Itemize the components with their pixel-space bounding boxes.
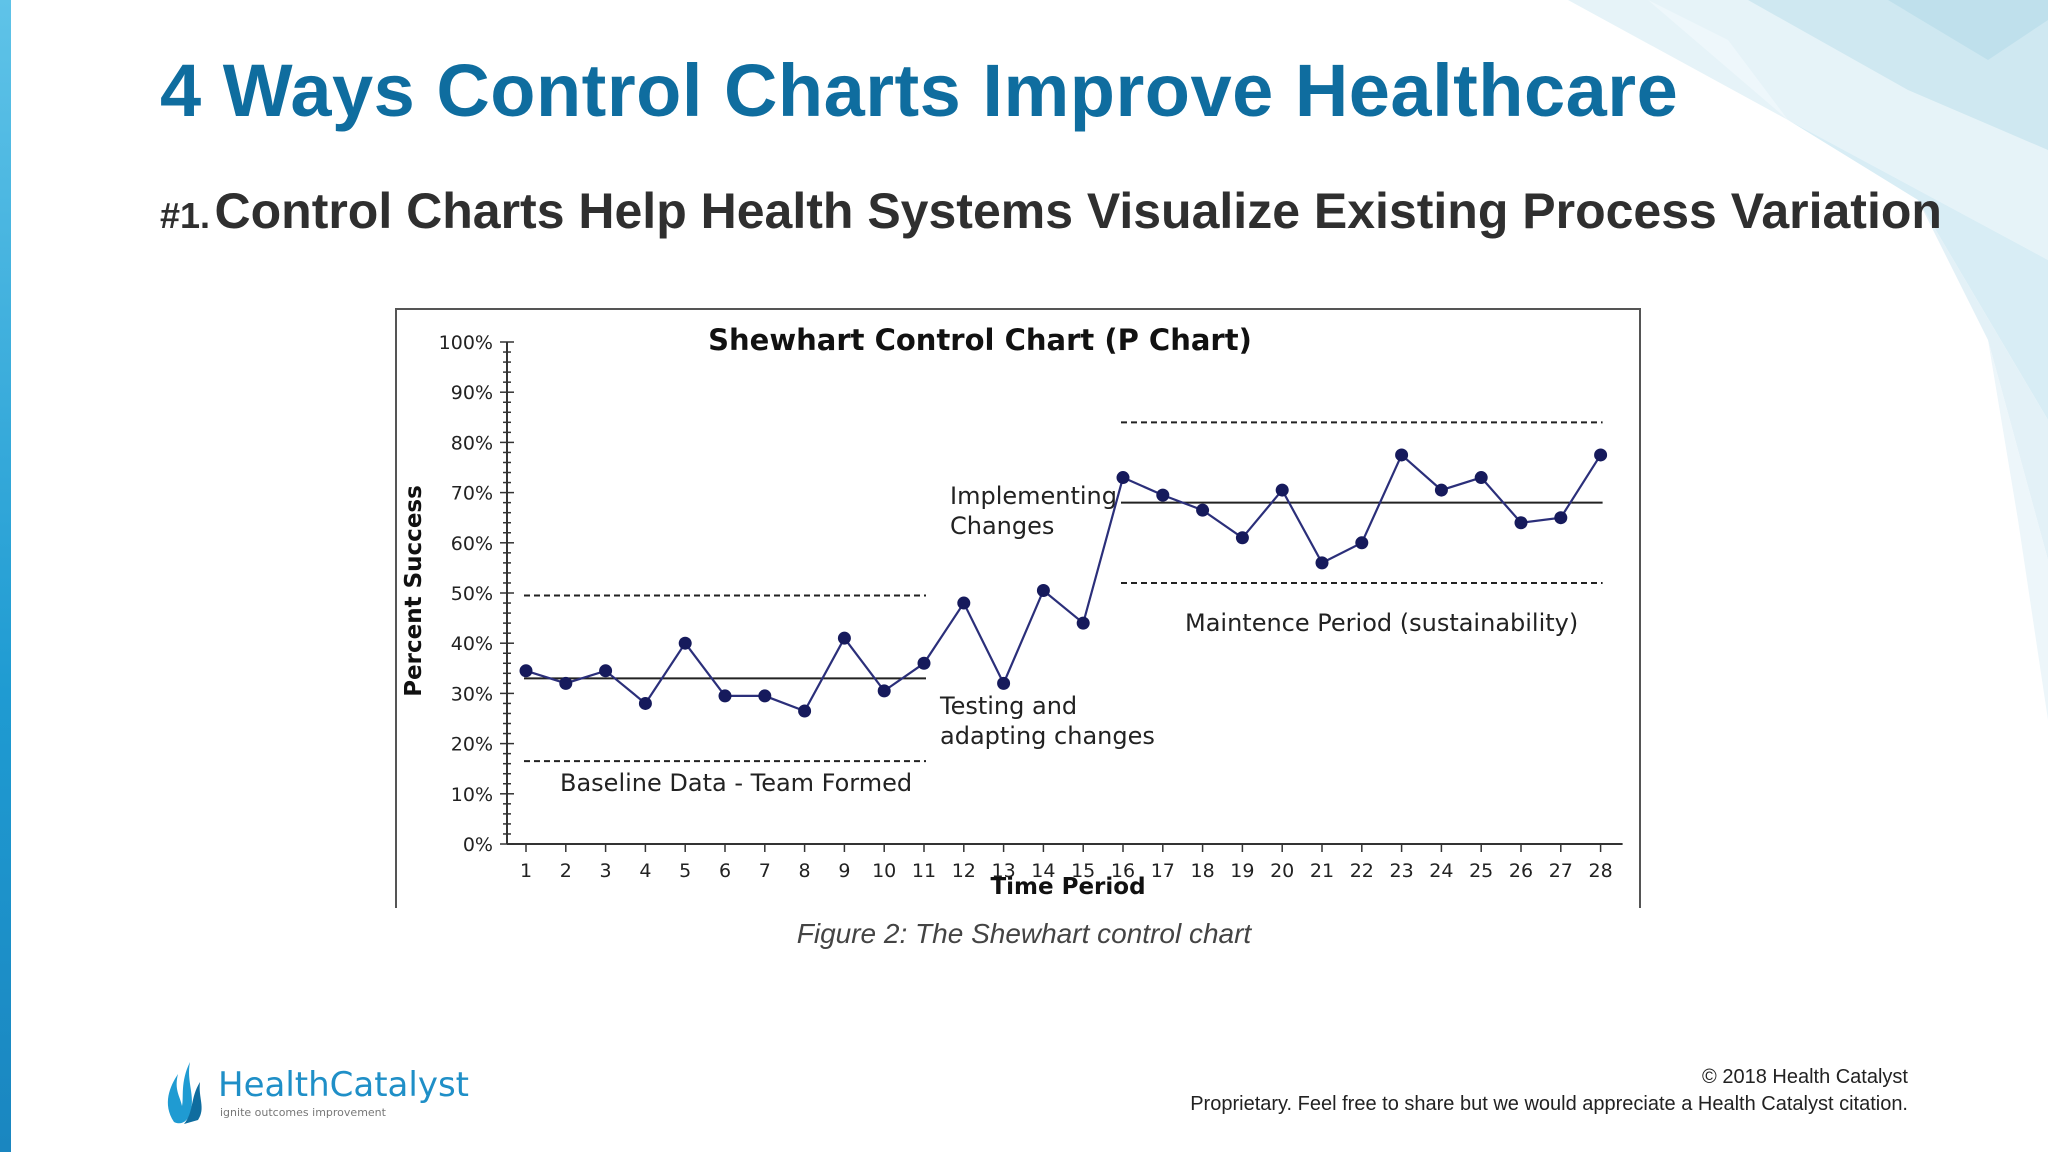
chart-annotation: adapting changes [940, 722, 1155, 750]
data-point [1554, 511, 1568, 525]
y-tick-label: 90% [451, 382, 493, 404]
x-tick-label: 27 [1549, 860, 1573, 882]
chart-frame [395, 308, 1641, 930]
data-point [1235, 531, 1249, 545]
data-point [1116, 471, 1130, 485]
x-tick-label: 4 [639, 860, 651, 882]
logo-tagline: ignite outcomes improvement [220, 1106, 387, 1119]
x-tick-label: 11 [912, 860, 936, 882]
data-point [917, 656, 931, 670]
data-point [997, 676, 1011, 690]
slide-title: 4 Ways Control Charts Improve Healthcare [160, 49, 1679, 132]
x-tick-label: 19 [1230, 860, 1254, 882]
x-tick-label: 18 [1191, 860, 1215, 882]
data-point [678, 636, 692, 650]
y-tick-label: 40% [451, 633, 493, 655]
x-tick-label: 14 [1031, 860, 1055, 882]
data-point [718, 689, 732, 703]
x-tick-label: 7 [759, 860, 771, 882]
logo-wordmark: HealthCatalyst [218, 1065, 469, 1105]
x-tick-label: 23 [1390, 860, 1414, 882]
data-point [1355, 536, 1369, 550]
data-point [1196, 503, 1210, 517]
data-point [758, 689, 772, 703]
data-point [1514, 516, 1528, 530]
x-tick-label: 13 [992, 860, 1016, 882]
health-catalyst-logo: HealthCatalyst ignite outcomes improveme… [167, 1062, 469, 1124]
y-tick-label: 30% [451, 683, 493, 705]
y-tick-label: 50% [451, 583, 493, 605]
y-tick-label: 20% [451, 734, 493, 756]
x-tick-label: 1 [520, 860, 532, 882]
x-tick-label: 10 [872, 860, 896, 882]
chart-annotation: Implementing [950, 482, 1117, 510]
x-tick-label: 15 [1071, 860, 1095, 882]
x-tick-label: 25 [1469, 860, 1493, 882]
data-point [559, 676, 573, 690]
x-tick-label: 26 [1509, 860, 1533, 882]
left-accent-bar [0, 0, 11, 1152]
data-point [1275, 483, 1289, 497]
chart-annotation: Changes [950, 512, 1054, 540]
chart-annotation: Testing and [939, 692, 1077, 720]
proprietary-text: Proprietary. Feel free to share but we w… [1190, 1093, 1908, 1115]
data-point [1036, 583, 1050, 597]
y-tick-label: 80% [451, 432, 493, 454]
y-tick-label: 100% [439, 332, 493, 354]
chart-svg: Shewhart Control Chart (P Chart) Percent… [395, 308, 1641, 930]
flame-icon [167, 1062, 202, 1124]
x-tick-label: 2 [560, 860, 572, 882]
control-chart: Shewhart Control Chart (P Chart) Percent… [395, 308, 1641, 930]
data-point [1594, 448, 1608, 462]
chart-title: Shewhart Control Chart (P Chart) [708, 323, 1252, 357]
background-decoration [1568, 0, 2048, 720]
data-point [798, 704, 812, 718]
x-tick-label: 21 [1310, 860, 1334, 882]
x-tick-label: 16 [1111, 860, 1135, 882]
x-tick-label: 5 [679, 860, 691, 882]
data-point [1315, 556, 1329, 570]
x-tick-label: 20 [1270, 860, 1294, 882]
x-tick-label: 3 [600, 860, 612, 882]
data-point [877, 684, 891, 698]
y-tick-label: 70% [451, 483, 493, 505]
x-tick-label: 12 [952, 860, 976, 882]
data-point [1076, 616, 1090, 630]
figure-caption: Figure 2: The Shewhart control chart [796, 918, 1252, 949]
subtitle-text: Control Charts Help Health Systems Visua… [214, 183, 1942, 239]
slide-subtitle: #1. Control Charts Help Health Systems V… [160, 182, 1942, 240]
y-tick-label: 0% [463, 834, 493, 856]
data-point [1434, 483, 1448, 497]
x-tick-label: 9 [838, 860, 850, 882]
x-axis-label: Time Period [990, 874, 1145, 900]
data-point [1474, 471, 1488, 485]
series-line [525, 453, 1602, 713]
y-tick-label: 60% [451, 533, 493, 555]
footer-legal: © 2018 Health Catalyst Proprietary. Feel… [1190, 1064, 1908, 1118]
x-tick-label: 8 [799, 860, 811, 882]
data-point [638, 696, 652, 710]
copyright-text: © 2018 Health Catalyst [1702, 1066, 1908, 1088]
subtitle-number: #1. [160, 195, 211, 236]
x-tick-label: 22 [1350, 860, 1374, 882]
x-tick-label: 17 [1151, 860, 1175, 882]
data-point [957, 596, 971, 610]
data-point [837, 631, 851, 645]
y-tick-label: 10% [451, 784, 493, 806]
chart-annotation: Baseline Data - Team Formed [560, 769, 912, 797]
data-point [519, 664, 533, 678]
y-axis-label: Percent Success [401, 485, 427, 697]
x-tick-label: 28 [1589, 860, 1613, 882]
data-point [1395, 448, 1409, 462]
x-tick-label: 24 [1429, 860, 1453, 882]
chart-annotation: Maintence Period (sustainability) [1185, 609, 1578, 637]
x-tick-label: 6 [719, 860, 731, 882]
data-point [599, 664, 613, 678]
data-point [1156, 488, 1170, 502]
